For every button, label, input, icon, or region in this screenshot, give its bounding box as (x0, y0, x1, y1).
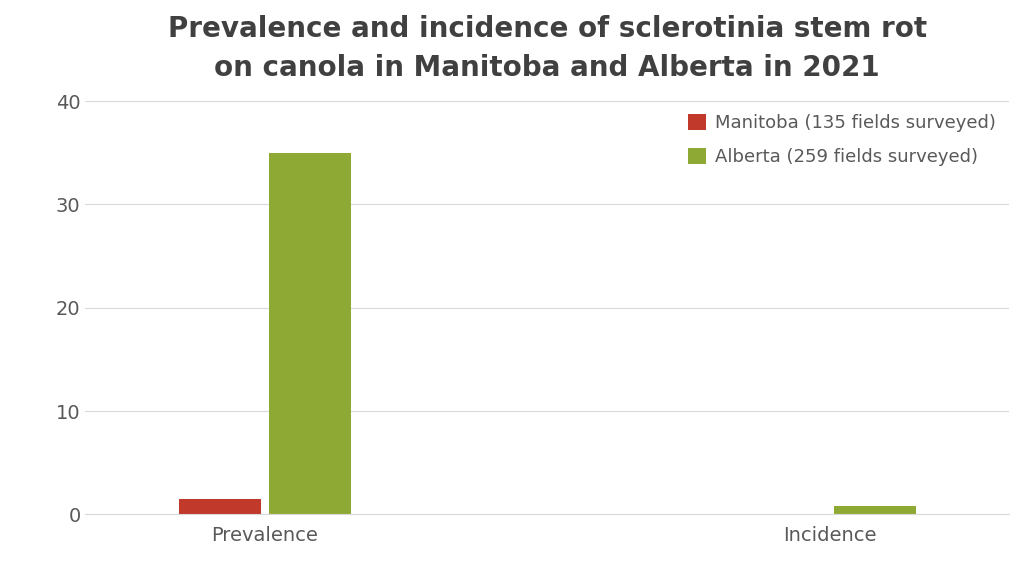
Title: Prevalence and incidence of sclerotinia stem rot
on canola in Manitoba and Alber: Prevalence and incidence of sclerotinia … (168, 15, 927, 82)
Bar (179, 499, 261, 514)
Legend: Manitoba (135 fields surveyed), Alberta (259 fields surveyed): Manitoba (135 fields surveyed), Alberta … (681, 106, 1004, 174)
Bar (834, 506, 915, 514)
Bar (269, 152, 351, 514)
